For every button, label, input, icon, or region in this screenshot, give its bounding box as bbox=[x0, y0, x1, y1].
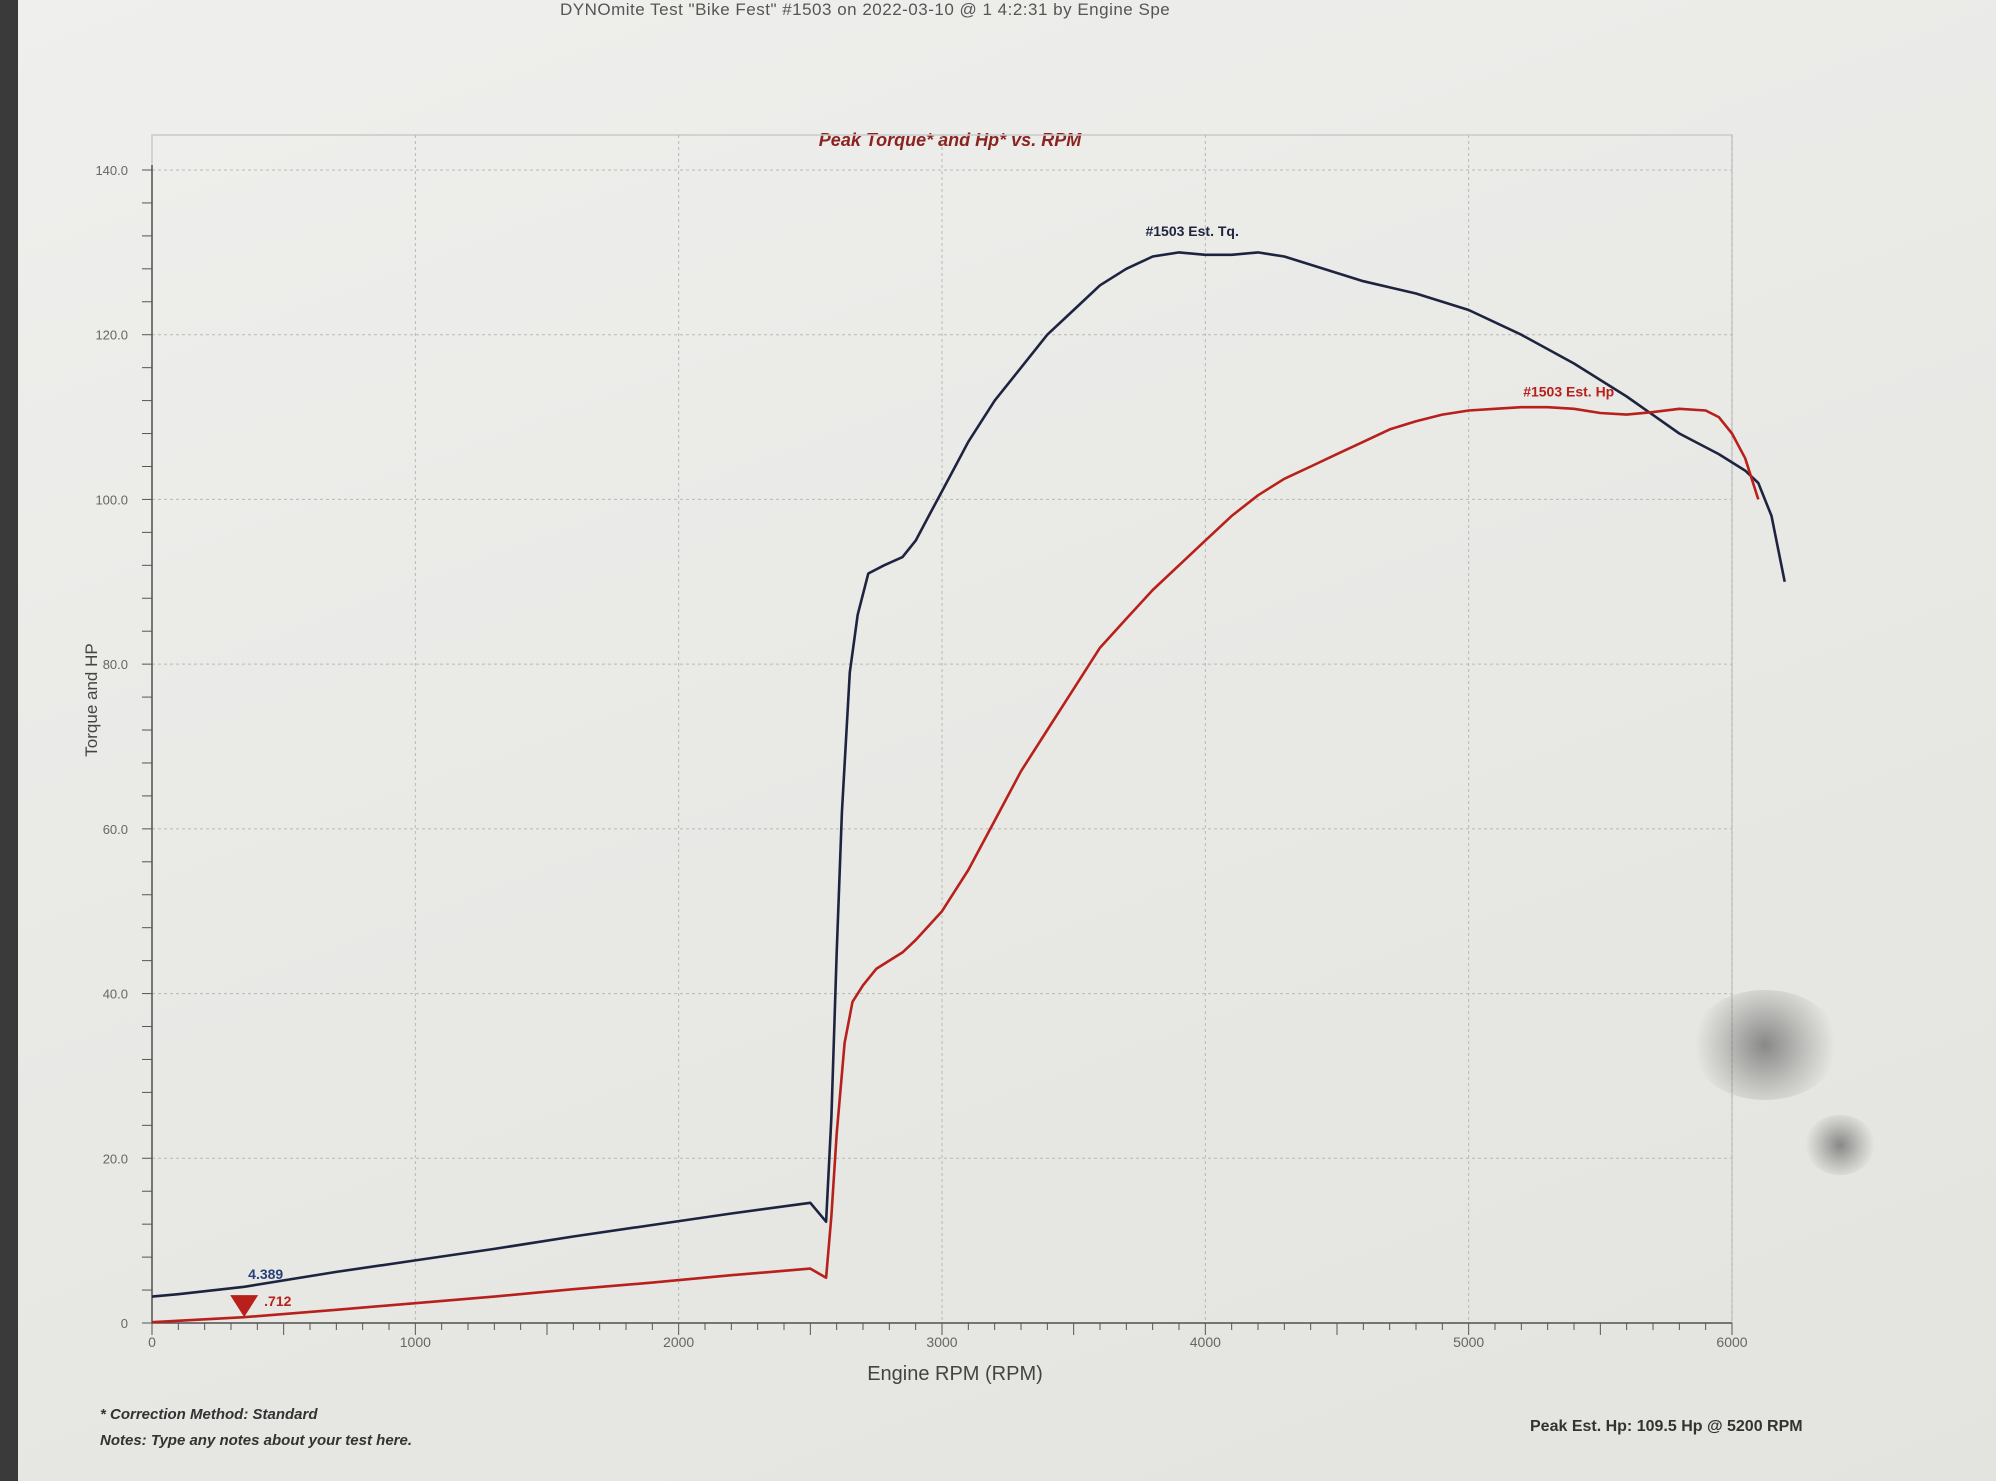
x-tick-label: 6000 bbox=[1716, 1334, 1747, 1350]
y-tick-label: 0 bbox=[121, 1316, 128, 1331]
y-tick-label: 80.0 bbox=[103, 657, 128, 672]
y-tick-label: 40.0 bbox=[103, 987, 128, 1002]
x-tick-label: 1000 bbox=[400, 1334, 431, 1350]
y-tick-label: 20.0 bbox=[103, 1151, 128, 1166]
x-tick-label: 0 bbox=[148, 1334, 156, 1350]
axis-layer: 0 1000 2000 3000 4000 5000 6000 0 20.0 40.0 60.0 80… bbox=[95, 163, 1747, 1350]
correction-method-note: * Correction Method: Standard bbox=[100, 1406, 318, 1423]
hp-series-line bbox=[151, 405, 1760, 1324]
test-notes: Notes: Type any notes about your test he… bbox=[100, 1432, 413, 1449]
dyno-printout-paper bbox=[18, 0, 1996, 1481]
ink-smudge bbox=[1690, 990, 1840, 1100]
peak-hp-note: Peak Est. Hp: 109.5 Hp @ 5200 RPM bbox=[1530, 1418, 1803, 1435]
y-tick-label: 120.0 bbox=[95, 328, 128, 343]
ink-smudge bbox=[1805, 1115, 1875, 1175]
x-tick-label: 2000 bbox=[663, 1334, 694, 1350]
cursor-marker-triangle bbox=[230, 1295, 259, 1318]
x-axis-label: Engine RPM (RPM) bbox=[867, 1363, 1043, 1385]
y-tick-label: 100.0 bbox=[95, 492, 128, 507]
test-header-line: DYNOmite Test "Bike Fest" #1503 on 2022-… bbox=[560, 0, 1171, 19]
hp-series-label: #1503 Est. Hp bbox=[1523, 383, 1614, 399]
x-tick-label: 5000 bbox=[1453, 1334, 1484, 1350]
y-tick-label: 140.0 bbox=[95, 163, 128, 178]
x-tick-label: 3000 bbox=[926, 1334, 957, 1350]
cursor-torque-value: 4.389 bbox=[248, 1266, 283, 1282]
torque-series-line bbox=[151, 251, 1786, 1298]
torque-series-label: #1503 Est. Tq. bbox=[1145, 223, 1238, 239]
cursor-layer: 4.389 .712 bbox=[230, 1266, 292, 1318]
chart-title: Peak Torque* and Hp* vs. RPM bbox=[819, 130, 1082, 150]
cursor-hp-value: .712 bbox=[264, 1293, 291, 1309]
y-tick-label: 60.0 bbox=[103, 822, 128, 837]
series-layer: #1503 Est. Tq. #1503 Est. Hp bbox=[151, 223, 1786, 1324]
y-axis-label: Torque and HP bbox=[82, 643, 101, 756]
grid-layer bbox=[152, 135, 1733, 1323]
x-tick-label: 4000 bbox=[1190, 1334, 1221, 1350]
